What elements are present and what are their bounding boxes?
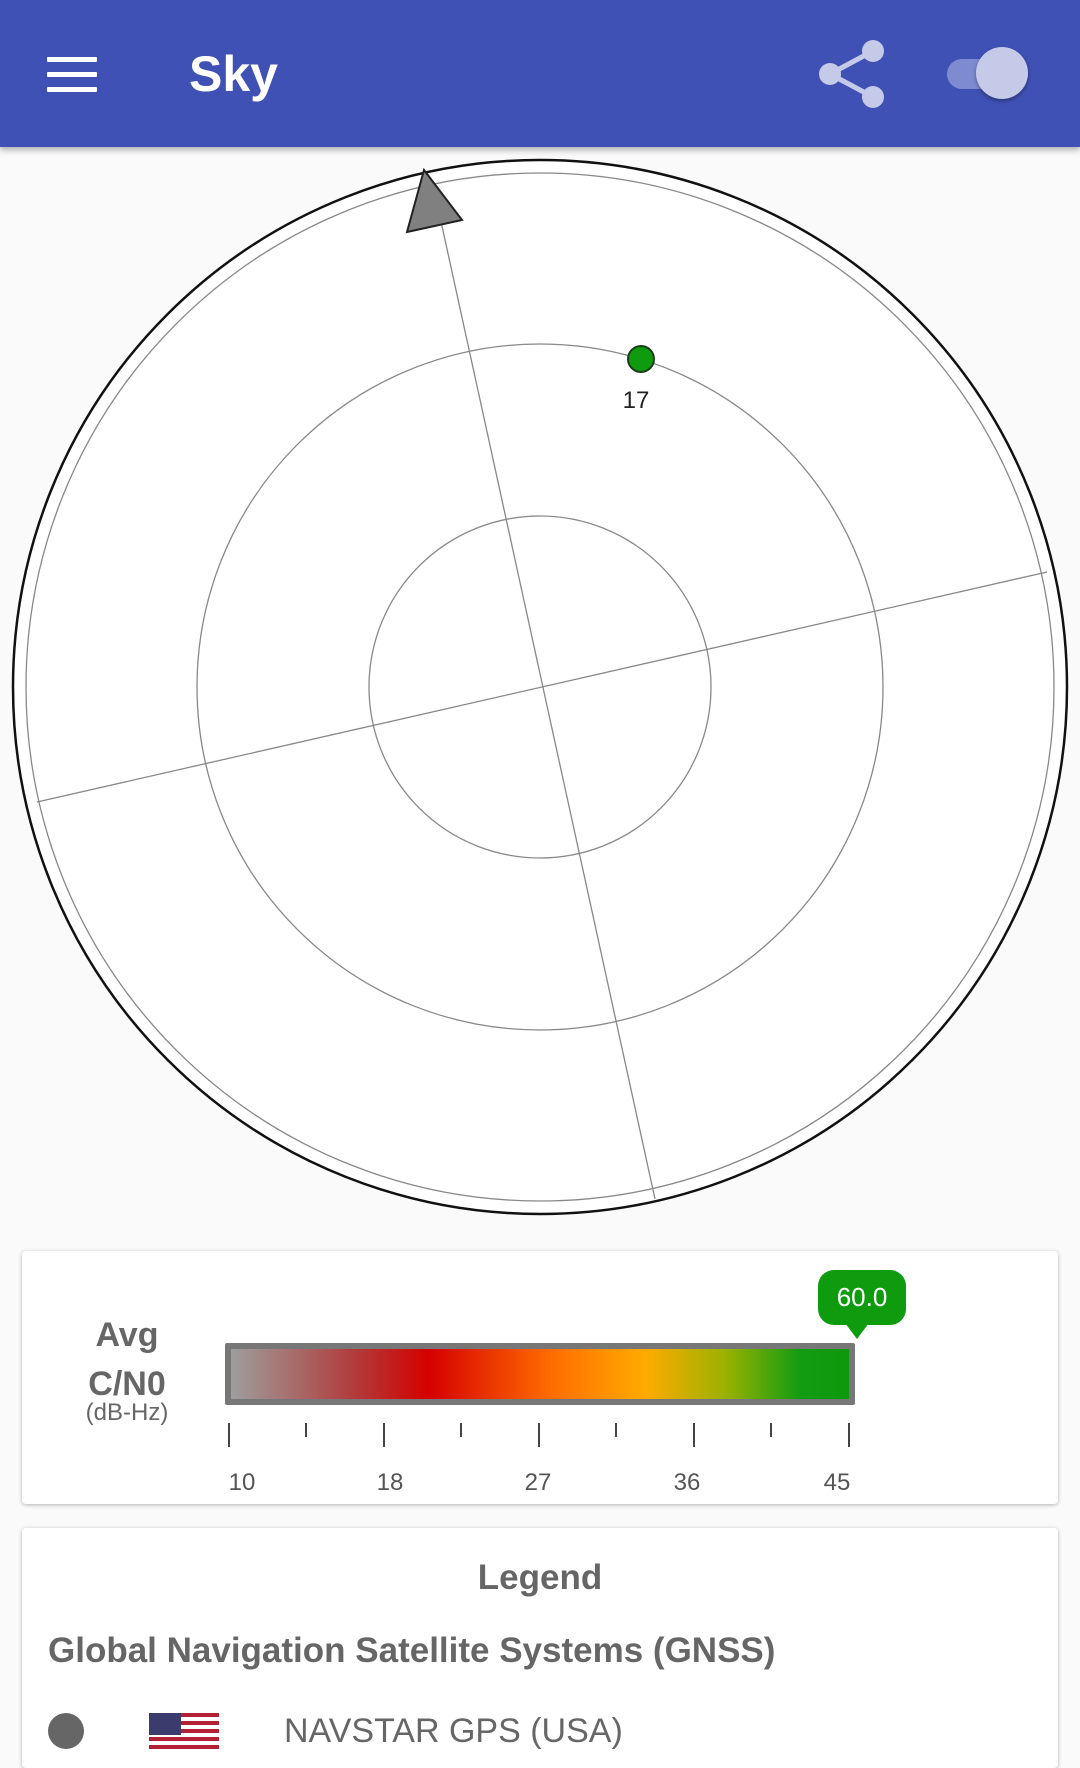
satellite-17-label: 17 bbox=[623, 387, 650, 414]
legend-dot-icon bbox=[48, 1713, 84, 1749]
sky-plot: 17 bbox=[11, 158, 1069, 1216]
toggle-thumb bbox=[976, 47, 1028, 99]
scale-tick-minor bbox=[615, 1423, 617, 1437]
scale-tick bbox=[538, 1423, 540, 1447]
cn0-indicator-pointer bbox=[845, 1323, 869, 1339]
north-south-axis bbox=[432, 184, 656, 1200]
scale-label: 18 bbox=[376, 1469, 404, 1496]
share-button[interactable] bbox=[812, 35, 892, 113]
gnss-section-title: Global Navigation Satellite Systems (GNS… bbox=[48, 1631, 776, 1670]
flag-canton bbox=[149, 1713, 181, 1735]
avg-label: Avg bbox=[95, 1316, 159, 1354]
cn0-gradient-fill bbox=[231, 1349, 849, 1399]
gnss-toggle-switch[interactable] bbox=[944, 44, 1034, 104]
cn0-value-indicator: 60.0 bbox=[818, 1270, 906, 1325]
legend-item-gps: NAVSTAR GPS (USA) bbox=[284, 1712, 623, 1750]
scale-tick-minor bbox=[460, 1423, 462, 1437]
scale-label: 36 bbox=[673, 1469, 701, 1496]
elevation-ring-30 bbox=[196, 343, 884, 1031]
scale-tick bbox=[848, 1423, 850, 1447]
cn0-gradient-bar bbox=[225, 1343, 855, 1405]
scale-tick bbox=[228, 1423, 230, 1447]
elevation-ring-60 bbox=[368, 515, 712, 859]
share-icon bbox=[819, 40, 884, 108]
scale-label: 10 bbox=[228, 1469, 256, 1496]
north-arrow-icon bbox=[405, 167, 464, 234]
scale-tick bbox=[693, 1423, 695, 1447]
legend-card: Legend Global Navigation Satellite Syste… bbox=[22, 1528, 1058, 1768]
cn0-label: C/N0 bbox=[88, 1365, 166, 1403]
scale-label: 45 bbox=[823, 1469, 851, 1496]
legend-title: Legend bbox=[477, 1558, 603, 1597]
page-title: Sky bbox=[189, 46, 278, 102]
scale-tick-minor bbox=[305, 1423, 307, 1437]
east-west-axis bbox=[36, 571, 1048, 803]
satellite-17-marker[interactable] bbox=[627, 345, 655, 373]
horizon-ring bbox=[25, 172, 1055, 1202]
usa-flag-icon bbox=[149, 1713, 219, 1753]
cn0-card: Avg C/N0 (dB-Hz) 60.0 10 18 27 36 45 bbox=[22, 1251, 1058, 1504]
app-bar: Sky bbox=[0, 0, 1080, 147]
scale-tick bbox=[383, 1423, 385, 1447]
scale-tick-minor bbox=[770, 1423, 772, 1437]
cn0-unit-label: (dB-Hz) bbox=[85, 1399, 169, 1426]
menu-button[interactable] bbox=[30, 36, 116, 112]
scale-label: 27 bbox=[524, 1469, 552, 1496]
